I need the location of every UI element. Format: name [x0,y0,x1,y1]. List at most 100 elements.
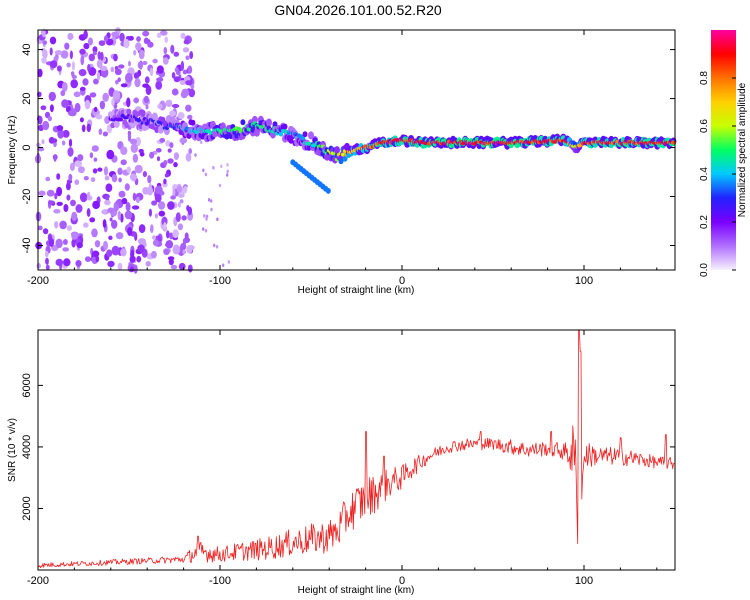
spectrogram-cell [126,108,132,115]
spectrogram-cell [169,110,177,117]
snr-panel: -200 -100 0 100 2000 4000 6000 Height of stra… [7,329,676,596]
spectrogram-cell [194,130,200,135]
spectrogram-cell [68,173,73,181]
spectrogram-cell [54,192,58,200]
spectrogram-cell [56,201,63,206]
spectrogram-cell [130,173,137,182]
spectrogram-cell [156,77,164,82]
spectrogram-cell [49,104,54,113]
spectrogram-cell [134,111,140,118]
spectrogram-cell [60,90,66,97]
spectrogram-cell [124,183,130,191]
spectrogram-cell [83,176,89,181]
spectrogram-cell [179,199,184,204]
snr-series-line [37,329,675,569]
spectrogram-cell [89,152,94,159]
spectrogram-cell [137,61,144,69]
snr-x-tick-label: -100 [209,575,231,587]
spectrogram-cell [162,57,169,65]
spectrogram-cell [133,49,137,56]
spectrogram-cell [79,48,86,55]
spectrogram-cell [104,175,110,181]
spectrogram-cell [278,132,284,137]
snr-y-ticks: 2000 4000 6000 [21,373,675,521]
spectrogram-cell [210,207,213,212]
spectrogram-cell [136,255,142,263]
spectrogram-cell [79,86,86,91]
spectrogram-cell [37,115,43,125]
spectrogram-cell [137,244,145,253]
spectrogram-cell [163,222,167,231]
spectrogram-cell [55,238,63,249]
spectrogram-cell [133,264,138,274]
spectrogram-cell [107,260,115,268]
spectrogram-cell [37,225,43,231]
snr-frame [37,329,676,571]
spectrogram-cell [117,262,123,271]
spectrogram-cell [113,119,120,128]
spectrogram-cell [163,160,168,166]
spectrogram-cell [240,119,246,126]
spectrogram-cell [124,72,133,83]
spectrogram-cell [48,238,55,247]
spectrogram-x-tick-label: -200 [27,275,49,287]
spectrogram-cell [177,112,185,119]
spectrogram-cell [177,223,184,231]
spectrogram-cell [103,35,109,42]
spectrogram-cell [102,209,108,215]
spectrogram-cell [152,239,159,247]
spectrogram-cell [133,72,140,79]
spectrogram-cell [155,81,163,90]
spectrogram-cell [105,183,113,192]
spectrogram-cell [171,104,180,108]
spectrogram-cell [114,68,122,76]
spectrogram-cell [147,41,154,48]
spectrogram-cell [181,88,190,97]
spectrogram-cell [125,202,131,212]
spectrogram-cell [74,160,82,168]
spectrogram-cell [83,42,90,50]
spectrogram-cell [185,55,190,61]
spectrogram-cell [175,69,181,76]
spectrogram-cell [54,221,59,229]
spectrogram-cell [202,168,205,173]
spectrogram-cell [213,243,216,248]
spectrogram-cell [115,232,124,240]
spectrogram-cell [124,210,133,220]
spectrogram-cell [155,148,162,153]
spectrogram-cell [165,140,171,147]
spectrogram-cell [135,136,142,147]
spectrogram-cell [110,66,115,73]
spectrogram-cell [41,28,46,38]
spectrogram-cell [107,207,115,214]
spectrogram-y-axis-label: Frequency (Hz) [7,116,18,185]
spectrogram-cell [77,154,84,162]
spectrogram-cell [120,159,127,166]
spectrogram-cell [76,242,83,249]
spectrogram-cell [300,136,306,141]
spectrogram-cell [62,130,70,138]
spectrogram-cell [179,80,186,86]
spectrogram-cell [163,178,167,185]
spectrogram-cell [61,99,69,108]
spectrogram-cell [139,151,145,157]
spectrogram-cell [187,65,193,74]
spectrogram-cell [70,79,78,89]
spectrogram-cell [132,192,137,201]
spectrogram-cell [142,187,150,195]
spectrogram-cell [163,248,170,255]
spectrogram-cell [142,83,150,88]
spectrogram-cell [216,217,219,222]
spectrogram-cell [224,133,230,140]
spectrogram-cell [164,173,169,178]
spectrogram-cell [183,185,188,194]
spectrogram-cell [82,78,89,86]
spectrogram-cell [127,227,133,236]
spectrogram-cell [97,51,102,60]
snr-plot-area [38,330,675,570]
spectrogram-cell [111,174,118,183]
spectrogram-cell [68,110,76,117]
spectrogram-cell [142,61,148,65]
spectrogram-cell [171,72,176,79]
spectrogram-cell [187,264,193,273]
